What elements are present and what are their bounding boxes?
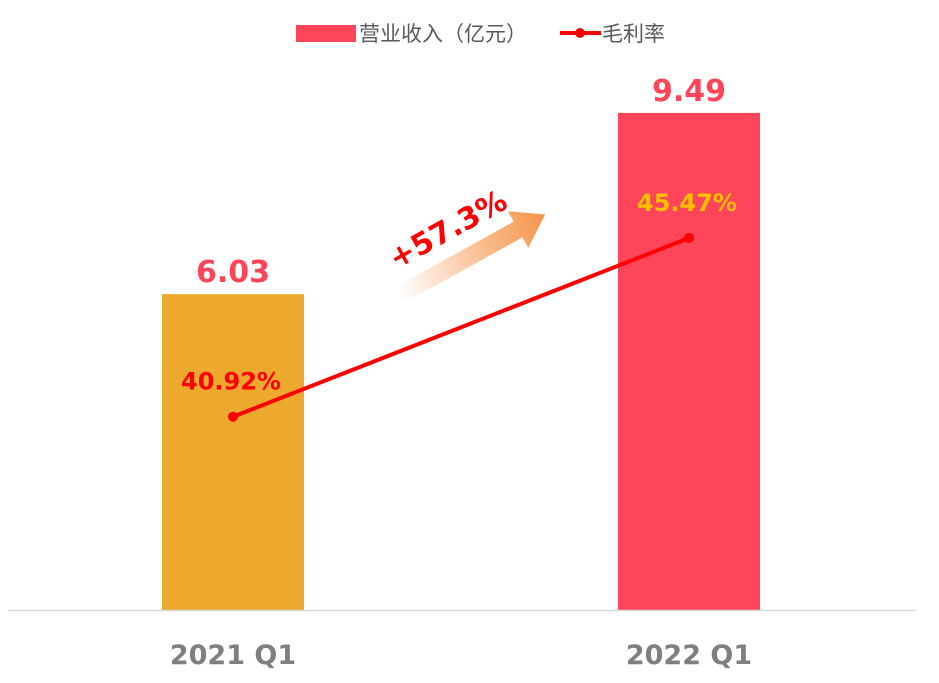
category-label: 2022 Q1 (626, 640, 752, 671)
margin-value-label: 40.92% (181, 368, 281, 396)
margin-line (231, 235, 691, 419)
legend-swatch-revenue (296, 25, 356, 42)
bar-value-label: 9.49 (652, 74, 726, 109)
legend-label-revenue: 营业收入（亿元） (359, 22, 527, 46)
growth-arrow (395, 211, 546, 303)
margin-point (228, 411, 238, 422)
line-layer: 40.92% 45.47% (181, 189, 737, 422)
growth-annotation: +57.3% (383, 183, 546, 303)
bar-value-label: 6.03 (196, 255, 270, 290)
legend-label-margin: 毛利率 (602, 22, 665, 46)
x-axis: 2021 Q1 2022 Q1 (8, 609, 916, 671)
category-label: 2021 Q1 (170, 640, 296, 671)
margin-point (684, 232, 694, 243)
bars-layer: 6.03 9.49 (162, 74, 760, 611)
margin-value-label: 45.47% (637, 189, 737, 217)
bar-2022-q1 (618, 112, 760, 611)
legend-marker-margin (575, 28, 585, 38)
legend: 营业收入（亿元） 毛利率 (296, 22, 665, 46)
bar-2021-q1 (162, 294, 304, 610)
